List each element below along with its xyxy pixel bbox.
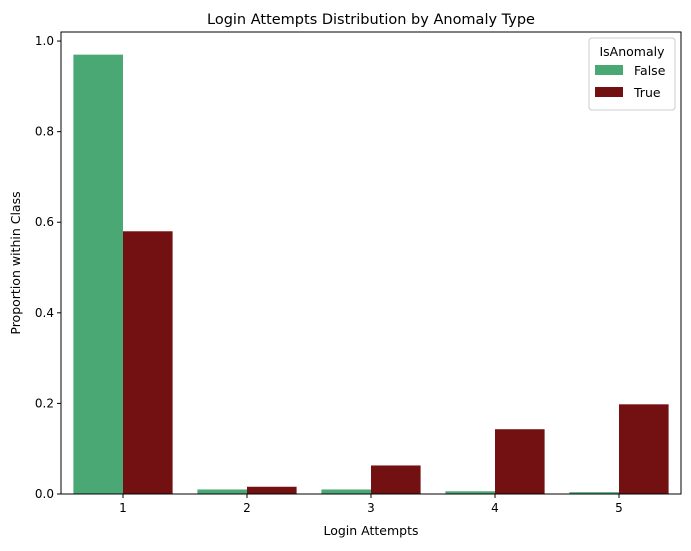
y-tick-label: 0.4 — [35, 306, 54, 320]
y-axis: 0.0 0.2 0.4 0.6 0.8 1.0 — [35, 34, 61, 501]
legend-swatch-false — [595, 65, 623, 75]
bar-false-1 — [73, 54, 123, 495]
bar-false-5 — [569, 492, 619, 494]
x-tick-label: 2 — [243, 501, 251, 515]
y-tick-label: 1.0 — [35, 34, 54, 48]
bar-true-5 — [619, 404, 669, 494]
bar-true-3 — [371, 465, 421, 494]
x-tick-label: 4 — [491, 501, 499, 515]
x-tick-label: 1 — [119, 501, 127, 515]
bar-true-1 — [123, 231, 173, 495]
legend: IsAnomaly False True — [588, 37, 676, 111]
y-tick-label: 0.0 — [35, 487, 54, 501]
legend-title: IsAnomaly — [599, 44, 665, 59]
plot-frame — [60, 31, 682, 495]
x-axis-label: Login Attempts — [323, 523, 418, 538]
x-tick-label: 5 — [615, 501, 623, 515]
y-axis-label: Proportion within Class — [8, 191, 23, 334]
chart-title: Login Attempts Distribution by Anomaly T… — [207, 12, 535, 28]
x-axis: 1 2 3 4 5 — [119, 494, 623, 515]
y-tick-label: 0.6 — [35, 215, 54, 229]
bar-false-2 — [197, 489, 247, 494]
bar-false-4 — [445, 491, 495, 494]
bar-true-2 — [247, 486, 297, 494]
y-tick-label: 0.8 — [35, 125, 54, 139]
y-tick-label: 0.2 — [35, 396, 54, 410]
bars-layer — [73, 54, 669, 495]
legend-label-true: True — [633, 85, 661, 100]
bar-true-4 — [495, 429, 545, 494]
legend-label-false: False — [634, 63, 666, 78]
x-tick-label: 3 — [367, 501, 375, 515]
legend-swatch-true — [595, 87, 623, 97]
bar-false-3 — [321, 489, 371, 494]
